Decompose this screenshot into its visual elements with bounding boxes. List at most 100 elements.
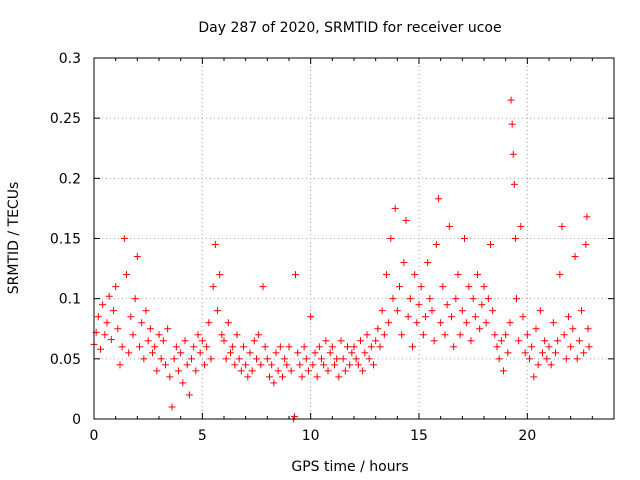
data-point xyxy=(328,343,336,351)
data-point xyxy=(578,307,585,315)
data-point xyxy=(511,235,519,242)
data-point xyxy=(300,343,308,351)
data-point xyxy=(185,391,193,399)
data-point xyxy=(396,283,403,291)
data-point xyxy=(177,349,185,357)
data-point xyxy=(509,150,517,158)
data-point xyxy=(107,336,115,344)
data-point xyxy=(428,307,436,315)
data-point xyxy=(116,361,124,369)
data-point xyxy=(248,367,256,375)
data-point xyxy=(521,349,529,357)
data-point xyxy=(484,295,492,303)
data-point xyxy=(450,343,458,351)
data-point xyxy=(123,271,130,279)
data-point xyxy=(350,343,358,351)
data-point xyxy=(341,367,349,375)
data-point xyxy=(151,343,159,351)
data-point xyxy=(214,307,221,315)
data-point xyxy=(272,349,280,357)
data-point xyxy=(580,349,588,357)
data-point xyxy=(432,241,440,249)
data-point xyxy=(517,222,525,230)
data-point xyxy=(389,295,397,303)
data-point xyxy=(266,373,273,381)
data-point xyxy=(443,301,451,309)
x-tick-label: 20 xyxy=(518,428,536,444)
data-point xyxy=(452,295,460,303)
data-point xyxy=(188,355,195,363)
data-point xyxy=(216,271,224,279)
data-point xyxy=(549,319,557,327)
data-point xyxy=(287,367,295,375)
data-point xyxy=(138,319,146,327)
data-point xyxy=(224,319,232,327)
data-point xyxy=(372,337,380,345)
data-point xyxy=(465,283,473,291)
data-point xyxy=(168,403,176,411)
data-point xyxy=(437,319,445,327)
x-tick-label: 15 xyxy=(410,428,428,444)
data-point xyxy=(305,367,312,375)
data-point xyxy=(157,355,165,363)
data-point xyxy=(149,349,156,357)
data-point xyxy=(255,331,263,339)
data-point xyxy=(558,222,566,230)
data-points xyxy=(90,96,593,423)
data-point xyxy=(426,295,434,303)
data-point xyxy=(120,235,128,242)
data-point xyxy=(419,331,427,339)
data-point xyxy=(424,259,432,267)
chart-title: Day 287 of 2020, SRMTID for receiver uco… xyxy=(198,20,501,36)
data-point xyxy=(398,331,406,339)
data-point xyxy=(253,355,260,363)
data-point xyxy=(162,361,169,369)
data-point xyxy=(333,355,341,363)
data-point xyxy=(370,361,377,369)
data-point xyxy=(331,361,338,369)
data-point xyxy=(309,361,317,369)
data-point xyxy=(508,120,516,128)
data-point xyxy=(463,319,471,327)
data-point xyxy=(307,313,315,321)
data-point xyxy=(315,343,323,351)
data-point xyxy=(222,355,230,363)
data-point xyxy=(196,349,204,357)
data-point xyxy=(445,222,453,230)
data-point xyxy=(209,283,217,291)
data-point xyxy=(105,292,113,300)
data-point xyxy=(240,343,247,351)
data-point xyxy=(192,367,200,375)
y-tick-label: 0.05 xyxy=(50,352,81,368)
y-tick-label: 0.2 xyxy=(59,171,81,187)
data-point xyxy=(114,325,122,333)
data-point xyxy=(283,361,291,369)
data-point xyxy=(142,307,150,315)
data-point xyxy=(480,283,488,291)
data-point xyxy=(400,259,408,267)
data-point xyxy=(552,349,559,357)
y-axis-label: SRMTID / TECUs xyxy=(6,182,22,295)
y-tick-label: 0.25 xyxy=(50,111,81,127)
data-point xyxy=(220,337,228,345)
data-point xyxy=(374,325,382,333)
data-point xyxy=(469,295,477,303)
data-point xyxy=(118,343,126,351)
data-point xyxy=(339,355,347,363)
data-point xyxy=(495,355,503,363)
data-point xyxy=(140,355,148,363)
data-point xyxy=(476,325,484,333)
data-point xyxy=(179,379,187,387)
data-point xyxy=(556,271,564,279)
data-point xyxy=(510,180,518,188)
y-tick-label: 0.3 xyxy=(59,51,81,67)
data-point xyxy=(279,373,286,381)
data-point xyxy=(136,343,143,351)
data-point xyxy=(357,337,364,345)
data-point xyxy=(292,271,299,279)
data-point xyxy=(515,337,523,345)
data-point xyxy=(378,307,386,315)
data-point xyxy=(569,325,577,333)
data-point xyxy=(237,367,245,375)
data-point xyxy=(94,313,102,321)
